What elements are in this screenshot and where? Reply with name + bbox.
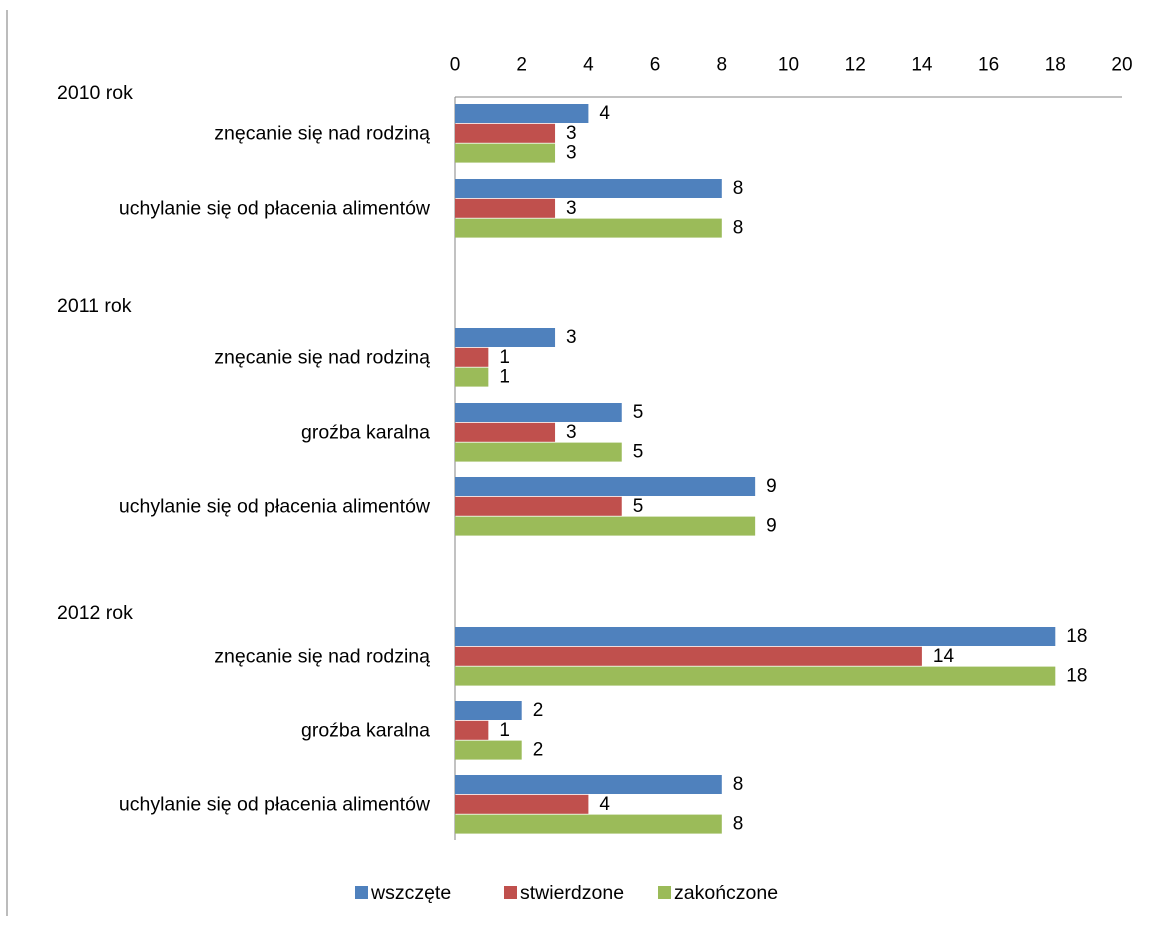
bar-zakończone: [455, 666, 1056, 686]
group-label: 2011 rok: [57, 295, 132, 317]
data-label: 8: [733, 774, 744, 795]
data-label: 5: [633, 496, 644, 517]
data-label: 5: [633, 402, 644, 423]
x-tick-label: 8: [717, 55, 728, 76]
x-tick-label: 12: [845, 55, 866, 76]
bar-wszczęte: [455, 477, 756, 496]
legend: wszczęte stwierdzone zakończone: [355, 882, 778, 904]
data-label: 4: [599, 103, 610, 124]
category-label: groźba karalna: [301, 720, 430, 742]
data-label: 18: [1066, 666, 1087, 687]
legend-swatch: [504, 886, 517, 899]
data-label: 3: [566, 422, 577, 443]
data-label: 2: [533, 740, 544, 761]
x-tick-label: 16: [978, 55, 999, 76]
bar-zakończone: [455, 143, 556, 163]
bar-stwierdzone: [455, 794, 589, 814]
data-label: 14: [933, 646, 955, 667]
bar-wszczęte: [455, 627, 1056, 646]
category-label-layer: znęcanie się nad rodziną uchylanie się od…: [119, 123, 431, 816]
data-label: 9: [766, 516, 777, 537]
x-tick-label: 20: [1111, 55, 1132, 76]
data-label: 4: [599, 794, 610, 815]
legend-label: zakończone: [674, 882, 778, 904]
data-label: 3: [566, 143, 577, 164]
data-label: 18: [1066, 626, 1087, 647]
category-label: znęcanie się nad rodziną: [214, 123, 430, 145]
bar-wszczęte: [455, 328, 556, 347]
bar-zakończone: [455, 516, 756, 536]
legend-swatch: [658, 886, 671, 899]
group-label: 2012 rok: [57, 602, 133, 624]
legend-label: stwierdzone: [520, 882, 624, 904]
bar-stwierdzone: [455, 646, 922, 666]
data-label: 1: [499, 347, 510, 368]
legend-label: wszczęte: [370, 882, 451, 904]
bar-zakończone: [455, 442, 622, 462]
data-label: 3: [566, 198, 577, 219]
x-tick-label: 6: [650, 55, 661, 76]
category-label: groźba karalna: [301, 422, 430, 444]
category-label: znęcanie się nad rodziną: [214, 347, 430, 369]
bar-stwierdzone: [455, 123, 556, 143]
group-label-layer: 2010 rok 2011 rok 2012 rok: [57, 82, 133, 624]
x-tick-label: 4: [583, 55, 594, 76]
data-label: 8: [733, 218, 744, 239]
bar-stwierdzone: [455, 496, 622, 516]
bar-zakończone: [455, 814, 722, 834]
category-label: uchylanie się od płacenia alimentów: [119, 794, 431, 816]
x-tick-label: 0: [450, 55, 461, 76]
bar-layer: [455, 104, 1056, 834]
bar-zakończone: [455, 218, 722, 238]
bar-stwierdzone: [455, 347, 489, 367]
legend-swatch: [355, 886, 368, 899]
data-label: 8: [733, 178, 744, 199]
data-label: 1: [499, 367, 510, 388]
data-label: 9: [766, 476, 777, 497]
bar-wszczęte: [455, 775, 722, 794]
data-label: 2: [533, 700, 544, 721]
bar-zakończone: [455, 740, 522, 760]
data-label: 3: [566, 327, 577, 348]
x-tick-label: 18: [1045, 55, 1066, 76]
bar-stwierdzone: [455, 720, 489, 740]
bar-stwierdzone: [455, 422, 556, 442]
x-tick-label: 2: [516, 55, 527, 76]
category-label: uchylanie się od płacenia alimentów: [119, 496, 431, 518]
x-tick-label: 10: [778, 55, 799, 76]
data-label: 5: [633, 442, 644, 463]
x-tick-label: 14: [911, 55, 933, 76]
group-label: 2010 rok: [57, 82, 133, 104]
bar-wszczęte: [455, 701, 522, 720]
bar-wszczęte: [455, 104, 589, 123]
data-label: 1: [499, 720, 510, 741]
bar-zakończone: [455, 367, 489, 387]
category-label: uchylanie się od płacenia alimentów: [119, 198, 431, 220]
bar-stwierdzone: [455, 198, 556, 218]
category-label: znęcanie się nad rodziną: [214, 646, 430, 668]
data-label: 8: [733, 814, 744, 835]
bar-wszczęte: [455, 403, 622, 422]
data-label: 3: [566, 123, 577, 144]
bar-wszczęte: [455, 179, 722, 198]
